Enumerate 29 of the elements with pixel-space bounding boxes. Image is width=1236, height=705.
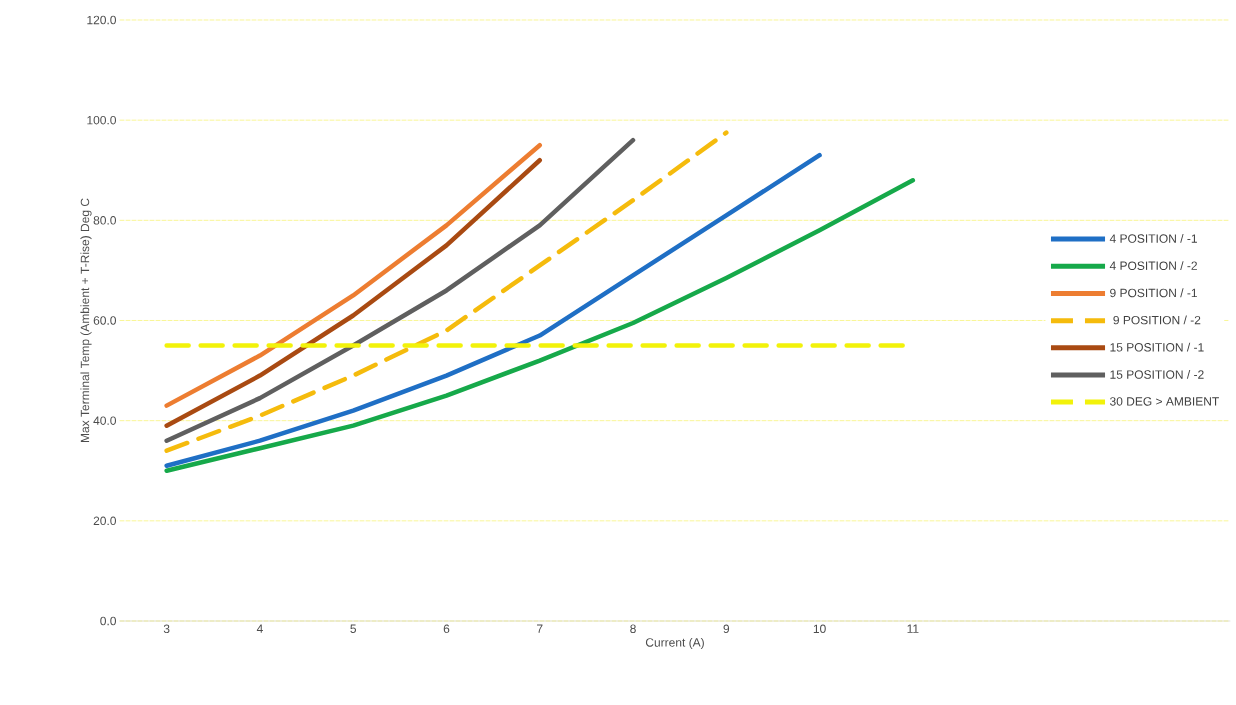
x-tick-label: 3 <box>163 624 170 634</box>
legend-label: 9 POSITION / -1 <box>1110 288 1197 298</box>
y-tick-label: 20.0 <box>93 516 117 526</box>
line-series <box>164 152 822 468</box>
legend-label: 4 POSITION / -1 <box>1109 233 1197 243</box>
y-tick-label: 80.0 <box>93 216 117 225</box>
legend-label: 4 POSITION / -2 <box>1109 261 1197 270</box>
x-tick-label: 10 <box>813 624 826 634</box>
x-tick-label: 6 <box>443 624 450 634</box>
line-series <box>164 178 916 473</box>
y-tick-label: 120.0 <box>87 15 116 25</box>
x-tick-label: 11 <box>907 624 919 633</box>
y-tick-label: 40.0 <box>93 416 117 425</box>
x-tick-label: 4 <box>256 624 263 633</box>
x-axis-title: Current (A) <box>645 637 704 650</box>
y-axis-title: Max Terminal Temp (Ambient + T-Rise) Deg C <box>80 198 92 443</box>
x-tick-label: 8 <box>630 624 636 634</box>
legend-label: 15 POSITION / -1 <box>1110 342 1204 352</box>
x-tick-label: 5 <box>350 624 357 633</box>
legend-label: 30 DEG > AMBIENT <box>1109 397 1219 406</box>
line-series <box>164 137 636 443</box>
y-tick-label: 100.0 <box>87 115 116 125</box>
legend-label: 15 POSITION / -2 <box>1110 369 1204 379</box>
y-tick-label: 60.0 <box>93 316 117 325</box>
line-series <box>164 130 729 453</box>
legend-label: 9 POSITION / -2 <box>1113 315 1201 325</box>
x-tick-label: 7 <box>537 624 543 633</box>
x-tick-label: 9 <box>723 624 730 634</box>
y-tick-label: 0.0 <box>100 616 117 626</box>
